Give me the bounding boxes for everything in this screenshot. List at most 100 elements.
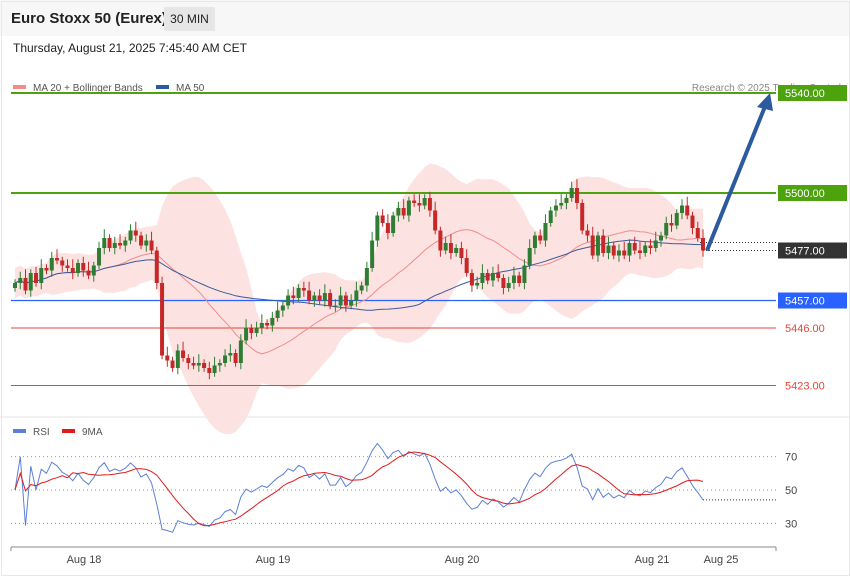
candle-body bbox=[553, 205, 558, 211]
candle-body bbox=[233, 353, 238, 363]
candle-body bbox=[123, 240, 128, 246]
candle-body bbox=[433, 210, 438, 231]
candle-body bbox=[674, 213, 679, 226]
candle-body bbox=[664, 223, 669, 236]
level-tag-5457.00 bbox=[778, 292, 847, 309]
candle-body bbox=[685, 205, 690, 216]
candle-body bbox=[611, 245, 616, 256]
candle-body bbox=[527, 248, 532, 266]
rsi-ma-line bbox=[14, 451, 704, 527]
candle-body bbox=[301, 288, 306, 291]
x-tick-label: Aug 25 bbox=[704, 554, 739, 566]
candle-body bbox=[606, 245, 611, 253]
candle-body bbox=[338, 295, 343, 306]
candle-body bbox=[149, 240, 154, 251]
candle-body bbox=[690, 215, 695, 228]
candle-body bbox=[469, 273, 474, 286]
candle-body bbox=[496, 273, 501, 278]
rsi-tick-label: 30 bbox=[785, 518, 797, 530]
candle-body bbox=[175, 350, 180, 368]
candle-body bbox=[396, 208, 401, 216]
timeframe-button[interactable]: 30 MIN bbox=[164, 7, 215, 31]
candle-body bbox=[265, 323, 270, 326]
candle-body bbox=[307, 290, 312, 301]
candle-body bbox=[97, 248, 102, 266]
candle-body bbox=[186, 358, 191, 363]
candle-body bbox=[464, 258, 469, 273]
x-tick-label: Aug 19 bbox=[256, 554, 291, 566]
candle-body bbox=[559, 203, 564, 206]
candle-body bbox=[454, 248, 459, 253]
candle-body bbox=[181, 350, 186, 358]
candle-body bbox=[417, 203, 422, 206]
candle-body bbox=[443, 243, 448, 251]
rsi-line bbox=[14, 442, 704, 533]
candle-body bbox=[401, 208, 406, 216]
candle-body bbox=[254, 328, 259, 333]
candle-body bbox=[695, 228, 700, 238]
candle-body bbox=[391, 215, 396, 233]
candle-body bbox=[44, 268, 49, 271]
candle-body bbox=[112, 243, 117, 248]
candle-body bbox=[139, 235, 144, 246]
candle-body bbox=[270, 318, 275, 326]
candle-body bbox=[585, 230, 590, 236]
rsi-legend-swatch bbox=[13, 429, 26, 433]
level-tag-5540.00 bbox=[778, 85, 847, 101]
candle-body bbox=[23, 278, 28, 291]
candle-body bbox=[13, 283, 17, 288]
candle-body bbox=[364, 268, 369, 286]
candle-body bbox=[217, 363, 222, 366]
candles-group bbox=[13, 179, 705, 380]
candle-body bbox=[406, 200, 411, 216]
x-tick-label: Aug 20 bbox=[445, 554, 480, 566]
candle-body bbox=[238, 340, 243, 363]
candle-body bbox=[580, 203, 585, 231]
candle-body bbox=[595, 235, 600, 256]
legend-label: MA 20 + Bollinger Bands bbox=[33, 83, 143, 94]
candle-body bbox=[459, 248, 464, 258]
candle-body bbox=[543, 223, 548, 241]
legend-label: MA 50 bbox=[176, 83, 205, 94]
candle-body bbox=[679, 205, 684, 213]
candle-body bbox=[601, 235, 606, 253]
candle-body bbox=[81, 263, 86, 271]
x-tick-label: Aug 18 bbox=[67, 554, 102, 566]
candle-body bbox=[202, 363, 207, 368]
level-label-5423.00: 5423.00 bbox=[785, 381, 825, 393]
rsi-legend-label: RSI bbox=[33, 427, 50, 438]
x-tick-label: Aug 21 bbox=[635, 554, 670, 566]
last-price-label: 5477.00 bbox=[785, 246, 825, 258]
level-label-5500.00: 5500.00 bbox=[785, 188, 825, 200]
candle-body bbox=[55, 258, 60, 261]
candle-body bbox=[506, 283, 511, 288]
candle-body bbox=[669, 223, 674, 226]
candle-body bbox=[328, 293, 333, 306]
candle-body bbox=[574, 188, 579, 203]
candle-body bbox=[280, 305, 285, 311]
candle-body bbox=[485, 273, 490, 281]
rsi-tick-label: 50 bbox=[785, 485, 797, 497]
candle-body bbox=[128, 230, 133, 241]
candle-body bbox=[538, 235, 543, 241]
candle-body bbox=[34, 273, 39, 283]
level-label-5457.00: 5457.00 bbox=[785, 296, 825, 308]
candle-body bbox=[511, 275, 516, 283]
candle-body bbox=[133, 230, 138, 236]
panel-divider bbox=[0, 416, 850, 418]
candle-body bbox=[616, 250, 621, 256]
candle-body bbox=[564, 198, 569, 203]
candle-body bbox=[102, 238, 107, 248]
timestamp: Thursday, August 21, 2025 7:45:40 AM CET bbox=[13, 41, 247, 55]
last-price-tag bbox=[778, 242, 847, 259]
ma20-line bbox=[14, 229, 704, 355]
candle-body bbox=[70, 268, 75, 273]
candle-body bbox=[296, 288, 301, 298]
candle-body bbox=[590, 235, 595, 256]
legend-swatch bbox=[156, 85, 169, 89]
candle-body bbox=[333, 305, 338, 307]
forecast-arrow-shaft bbox=[705, 103, 768, 252]
credit-text: Research © 2025 Trading Central bbox=[692, 83, 841, 94]
candle-body bbox=[76, 263, 81, 273]
